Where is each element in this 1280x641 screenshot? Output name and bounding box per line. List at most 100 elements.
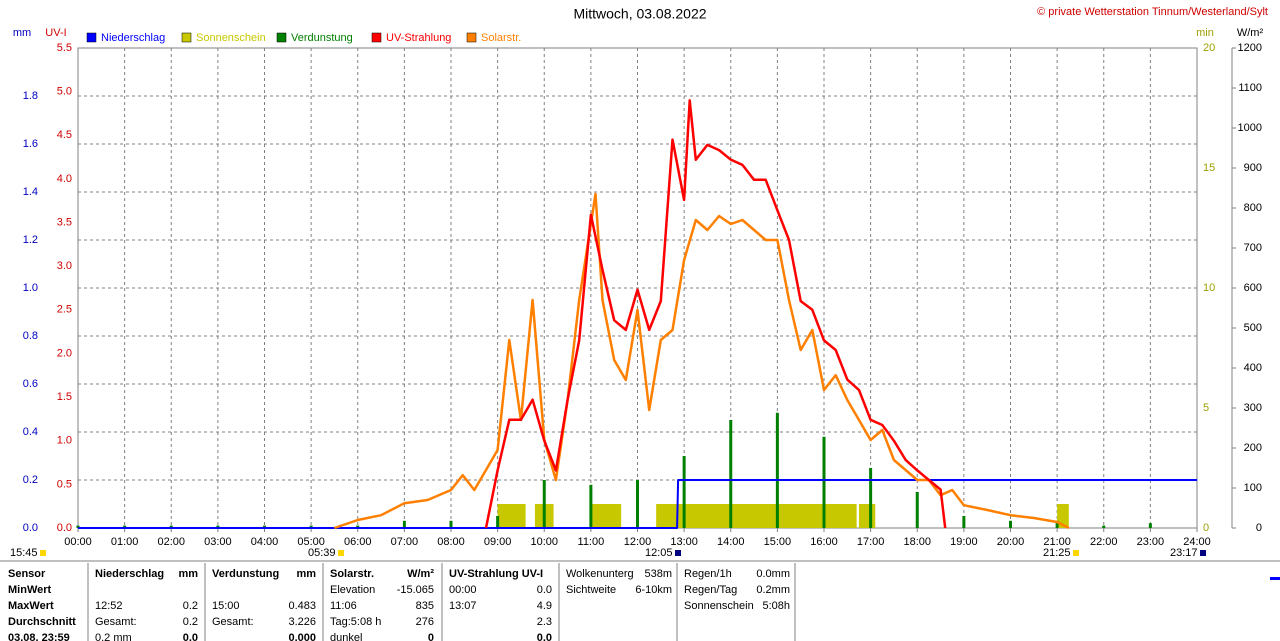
y2-tick-label: 3.5 [57,216,72,228]
y4-tick-label: 900 [1244,162,1262,174]
event-marker-icon [40,550,46,556]
series-line [484,99,947,529]
stat-value: 0.0 [183,632,198,641]
stat-label: 13:07 [449,600,477,612]
legend-label: Sonnenschein [196,32,266,44]
series-line [78,479,1197,529]
y4-tick-label: 1200 [1238,42,1262,54]
stat-value: 0.0mm [756,568,790,580]
y3-tick-label: 10 [1203,282,1215,294]
x-tick-label: 15:00 [764,536,792,548]
y4-tick-label: 0 [1256,522,1262,534]
y4-axis-label: W/m² [1237,27,1264,39]
y2-tick-label: 0.5 [57,478,72,490]
y4-tick-label: 600 [1244,282,1262,294]
y-axis-label: mm [13,27,31,39]
y-tick-label: 0.4 [23,426,38,438]
stat-label: 15:00 [212,600,240,612]
x-tick-label: 06:00 [344,536,372,548]
stat-value: 0.2 [183,616,198,628]
y4-tick-label: 100 [1244,482,1262,494]
stat-label: Sichtweite [566,584,616,596]
y2-tick-label: 0.0 [57,522,72,534]
y2-tick-label: 4.5 [57,129,72,141]
stat-label: MinWert [8,584,52,596]
y-tick-label: 1.2 [23,234,38,246]
x-tick-label: 22:00 [1090,536,1118,548]
y4-tick-label: 700 [1244,242,1262,254]
legend-label: Verdunstung [291,32,353,44]
chart-title: Mittwoch, 03.08.2022 [573,6,706,22]
y2-tick-label: 1.0 [57,435,72,447]
stat-label: Verdunstung [212,568,279,580]
event-marker-label: 23:17 [1170,547,1198,559]
sunshine-bar [497,504,526,528]
y-tick-label: 1.8 [23,90,38,102]
sunshine-bar [858,504,876,528]
event-marker-icon [1073,550,1079,556]
y4-tick-label: 1100 [1238,82,1262,94]
legend-swatch [181,32,192,43]
stat-value: 0.000 [288,632,316,641]
stat-label: Solarstr. [330,568,374,580]
stat-value: 835 [416,600,434,612]
stat-label: Durchschnitt [8,616,76,628]
x-tick-label: 04:00 [251,536,279,548]
x-tick-label: 23:00 [1137,536,1165,548]
event-marker-label: 05:39 [308,547,336,559]
y-tick-label: 1.6 [23,138,38,150]
legend-swatch [276,32,287,43]
y2-tick-label: 1.5 [57,391,72,403]
stat-label: dunkel [330,632,362,641]
stat-label: Niederschlag [95,568,164,580]
y-tick-label: 1.4 [23,186,38,198]
copyright: © private Wetterstation Tinnum/Westerlan… [1037,6,1268,18]
x-tick-label: 05:00 [297,536,325,548]
y2-tick-label: 4.0 [57,173,72,185]
legend-label: Niederschlag [101,32,165,44]
stat-label: Regen/Tag [684,584,737,596]
stat-label: 12:52 [95,600,123,612]
stat-label: Sonnenschein [684,600,754,612]
x-tick-label: 00:00 [64,536,92,548]
event-marker-icon [1200,550,1206,556]
x-tick-label: 20:00 [997,536,1025,548]
stat-value: 0 [428,632,434,641]
stat-value: 5:08h [762,600,790,612]
y-tick-label: 0.6 [23,378,38,390]
stat-value: 0.0 [537,632,552,641]
stat-label: Elevation [330,584,375,596]
y4-tick-label: 1000 [1238,122,1262,134]
x-tick-label: 21:00 [1043,536,1071,548]
y3-tick-label: 0 [1203,522,1209,534]
y-tick-label: 0.2 [23,474,38,486]
stat-value: mm [178,568,198,580]
stat-label: MaxWert [8,600,54,612]
y2-axis-label: UV-I [45,27,66,39]
y2-tick-label: 5.0 [57,86,72,98]
x-tick-label: 13:00 [670,536,698,548]
stat-value: 3.226 [288,616,316,628]
stat-label: 03.08. 23:59 [8,632,70,641]
stat-value: 6-10km [635,584,672,596]
y2-tick-label: 5.5 [57,42,72,54]
x-tick-label: 01:00 [111,536,139,548]
x-tick-label: 12:00 [624,536,652,548]
stat-label: Wolkenunterg [566,568,634,580]
y4-tick-label: 500 [1244,322,1262,334]
y3-tick-label: 15 [1203,162,1215,174]
y4-tick-label: 800 [1244,202,1262,214]
legend-swatch [86,32,97,43]
series-line [333,192,1070,530]
stat-label: 00:00 [449,584,477,596]
y2-tick-label: 3.0 [57,260,72,272]
x-tick-label: 18:00 [903,536,931,548]
y2-tick-label: 2.5 [57,304,72,316]
x-tick-label: 09:00 [484,536,512,548]
legend-label: Solarstr. [481,32,521,44]
edge-indicator [1270,577,1280,580]
y3-tick-label: 5 [1203,402,1209,414]
legend-label: UV-Strahlung [386,32,451,44]
